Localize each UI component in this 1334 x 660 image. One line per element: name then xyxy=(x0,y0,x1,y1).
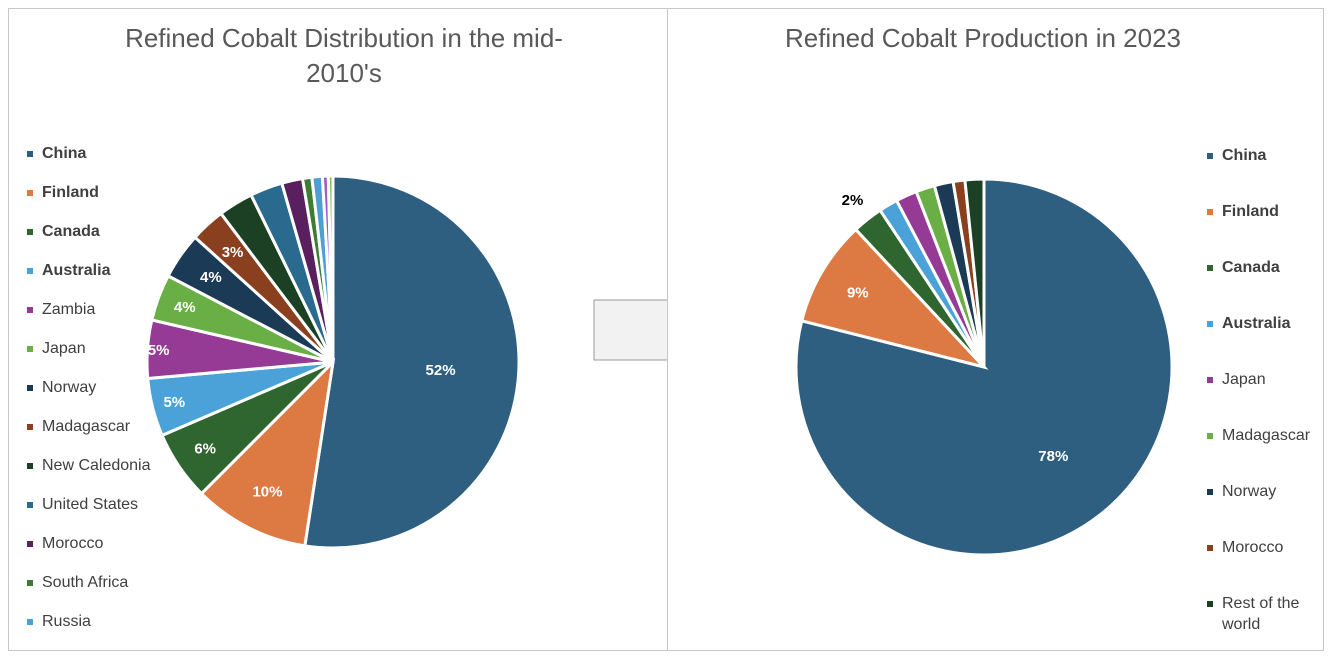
legend-swatch-icon xyxy=(27,541,33,547)
legend-swatch-icon xyxy=(1207,489,1213,495)
pie-slice-other-2 xyxy=(326,174,335,363)
legend-item-madagascar: Madagascar xyxy=(27,416,130,437)
chart-panel-left: Refined Cobalt Distribution in the mid-2… xyxy=(8,8,668,651)
data-label-china: 78% xyxy=(1038,448,1068,465)
legend-label: Russia xyxy=(42,613,91,630)
legend-swatch-icon xyxy=(27,268,33,274)
legend-item-canada: Canada xyxy=(27,221,100,242)
legend-label: Canada xyxy=(1222,259,1280,276)
chart-panel-right: Refined Cobalt Production in 2023 78% 9% 2… xyxy=(667,8,1324,651)
legend-label: Zambia xyxy=(42,301,96,318)
legend-swatch-icon xyxy=(27,346,33,352)
legend-swatch-icon xyxy=(27,190,33,196)
legend-swatch-icon xyxy=(27,502,33,508)
legend-item-norway: Norway xyxy=(27,377,96,398)
legend-swatch-icon xyxy=(27,424,33,430)
legend-item-south-africa: South Africa xyxy=(27,572,128,593)
legend-swatch-icon xyxy=(27,385,33,391)
legend-swatch-icon xyxy=(27,463,33,469)
legend-label: Norway xyxy=(42,379,97,396)
legend-label: Finland xyxy=(1222,203,1279,220)
legend-label: Japan xyxy=(42,340,86,357)
data-label-norway: 4% xyxy=(200,269,222,286)
legend-item-china: China xyxy=(27,143,86,164)
legend-label: China xyxy=(1222,147,1267,164)
data-label-finland: 9% xyxy=(847,284,869,301)
data-label-finland: 10% xyxy=(252,483,282,500)
pie-chart-left: 52%10%6%5%5%4%4%3% xyxy=(145,174,521,550)
legend-item-madagascar: Madagascar xyxy=(1207,425,1310,446)
legend-swatch-icon xyxy=(1207,321,1213,327)
legend-swatch-icon xyxy=(1207,209,1213,215)
legend-item-australia: Australia xyxy=(27,260,110,281)
legend-label: Australia xyxy=(1222,315,1291,332)
pie-slice-china xyxy=(303,174,521,550)
pie-chart-right: 78% 9% 2% xyxy=(794,177,1174,557)
data-label-canada: 6% xyxy=(194,441,216,458)
legend-swatch-icon xyxy=(27,580,33,586)
data-label-australia: 5% xyxy=(163,394,185,411)
legend-swatch-icon xyxy=(1207,377,1213,383)
legend-label: Finland xyxy=(42,184,99,201)
legend-swatch-icon xyxy=(1207,153,1213,159)
legend-swatch-icon xyxy=(1207,601,1213,607)
data-label-canada: 2% xyxy=(842,192,864,209)
legend-item-japan: Japan xyxy=(27,338,86,359)
legend-swatch-icon xyxy=(27,151,33,157)
legend-item-finland: Finland xyxy=(27,182,99,203)
legend-item-australia: Australia xyxy=(1207,313,1290,334)
legend-item-canada: Canada xyxy=(1207,257,1280,278)
legend-label: Japan xyxy=(1222,371,1266,388)
legend-item-morocco: Morocco xyxy=(27,533,103,554)
legend-item-finland: Finland xyxy=(1207,201,1279,222)
legend-item-morocco: Morocco xyxy=(1207,537,1283,558)
legend-item-rest-of-the-world: Rest of the world xyxy=(1207,593,1322,635)
pie-slice-rest-of-the-world xyxy=(963,177,986,368)
legend-swatch-icon xyxy=(1207,545,1213,551)
legend-swatch-icon xyxy=(1207,433,1213,439)
data-label-madagascar: 3% xyxy=(222,244,244,261)
legend-item-united-states: United States xyxy=(27,494,138,515)
data-label-zambia: 5% xyxy=(148,342,170,359)
chart-title-right: Refined Cobalt Production in 2023 xyxy=(784,23,1182,53)
legend-label: Morocco xyxy=(42,535,104,552)
legend-item-china: China xyxy=(1207,145,1266,166)
legend-item-norway: Norway xyxy=(1207,481,1276,502)
legend-item-russia: Russia xyxy=(27,611,91,632)
legend-swatch-icon xyxy=(27,307,33,313)
legend-swatch-icon xyxy=(27,229,33,235)
legend-label: New Caledonia xyxy=(42,457,151,474)
legend-label: Australia xyxy=(42,262,111,279)
legend-label: Canada xyxy=(42,223,100,240)
legend-label: United States xyxy=(42,496,139,513)
legend-label: China xyxy=(42,145,87,162)
legend-label: Madagascar xyxy=(42,418,131,435)
pie-slice-finland xyxy=(199,357,336,548)
legend-label: Norway xyxy=(1222,483,1277,500)
legend-swatch-icon xyxy=(1207,265,1213,271)
legend-item-japan: Japan xyxy=(1207,369,1266,390)
legend-item-zambia: Zambia xyxy=(27,299,95,320)
data-label-japan: 4% xyxy=(174,299,196,316)
pie-slice-finland xyxy=(799,227,989,370)
legend-label: Rest of the world xyxy=(1222,595,1300,633)
legend-label: South Africa xyxy=(42,574,129,591)
data-label-china: 52% xyxy=(426,362,456,379)
legend-label: Morocco xyxy=(1222,539,1284,556)
legend-swatch-icon xyxy=(27,619,33,625)
chart-title-left: Refined Cobalt Distribution in the mid-2… xyxy=(125,23,563,88)
legend-label: Madagascar xyxy=(1222,427,1311,444)
legend-item-new-caledonia: New Caledonia xyxy=(27,455,151,476)
